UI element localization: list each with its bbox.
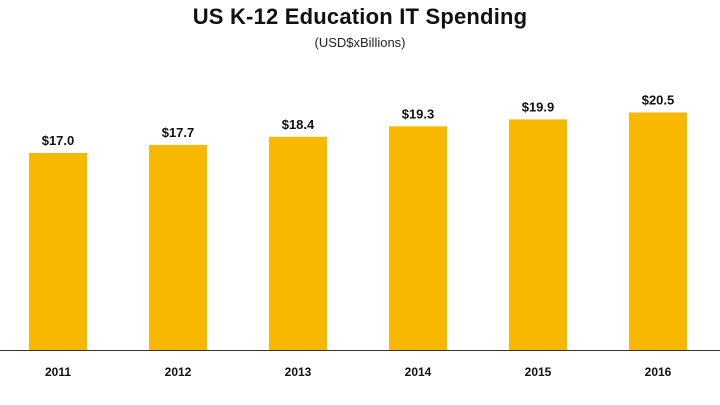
- x-tick-2011: 2011: [45, 365, 71, 379]
- bar-2013: [269, 136, 327, 350]
- x-tick-2012: 2012: [165, 365, 192, 379]
- data-label-2015: $19.9: [522, 99, 555, 114]
- bars-group: [29, 112, 687, 350]
- bar-2012: [149, 144, 207, 350]
- data-label-2016: $20.5: [642, 92, 675, 107]
- bar-2016: [629, 112, 687, 350]
- data-label-2014: $19.3: [402, 106, 435, 121]
- data-label-2013: $18.4: [282, 117, 315, 132]
- chart-subtitle: (USD$xBillions): [314, 35, 406, 50]
- x-tick-2015: 2015: [525, 365, 552, 379]
- chart-title: US K-12 Education IT Spending: [192, 4, 528, 29]
- bar-2014: [389, 126, 447, 350]
- data-label-2011: $17.0: [42, 133, 75, 148]
- x-tick-2016: 2016: [645, 365, 672, 379]
- data-label-2012: $17.7: [162, 125, 195, 140]
- bar-2015: [509, 119, 567, 350]
- x-tick-2013: 2013: [285, 365, 312, 379]
- x-tick-2014: 2014: [405, 365, 432, 379]
- bar-2011: [29, 153, 87, 350]
- bar-labels-group: $17.0 $17.7 $18.4 $19.3 $19.9 $20.5: [42, 92, 675, 148]
- x-tick-labels-group: 2011 2012 2013 2014 2015 2016: [45, 365, 672, 379]
